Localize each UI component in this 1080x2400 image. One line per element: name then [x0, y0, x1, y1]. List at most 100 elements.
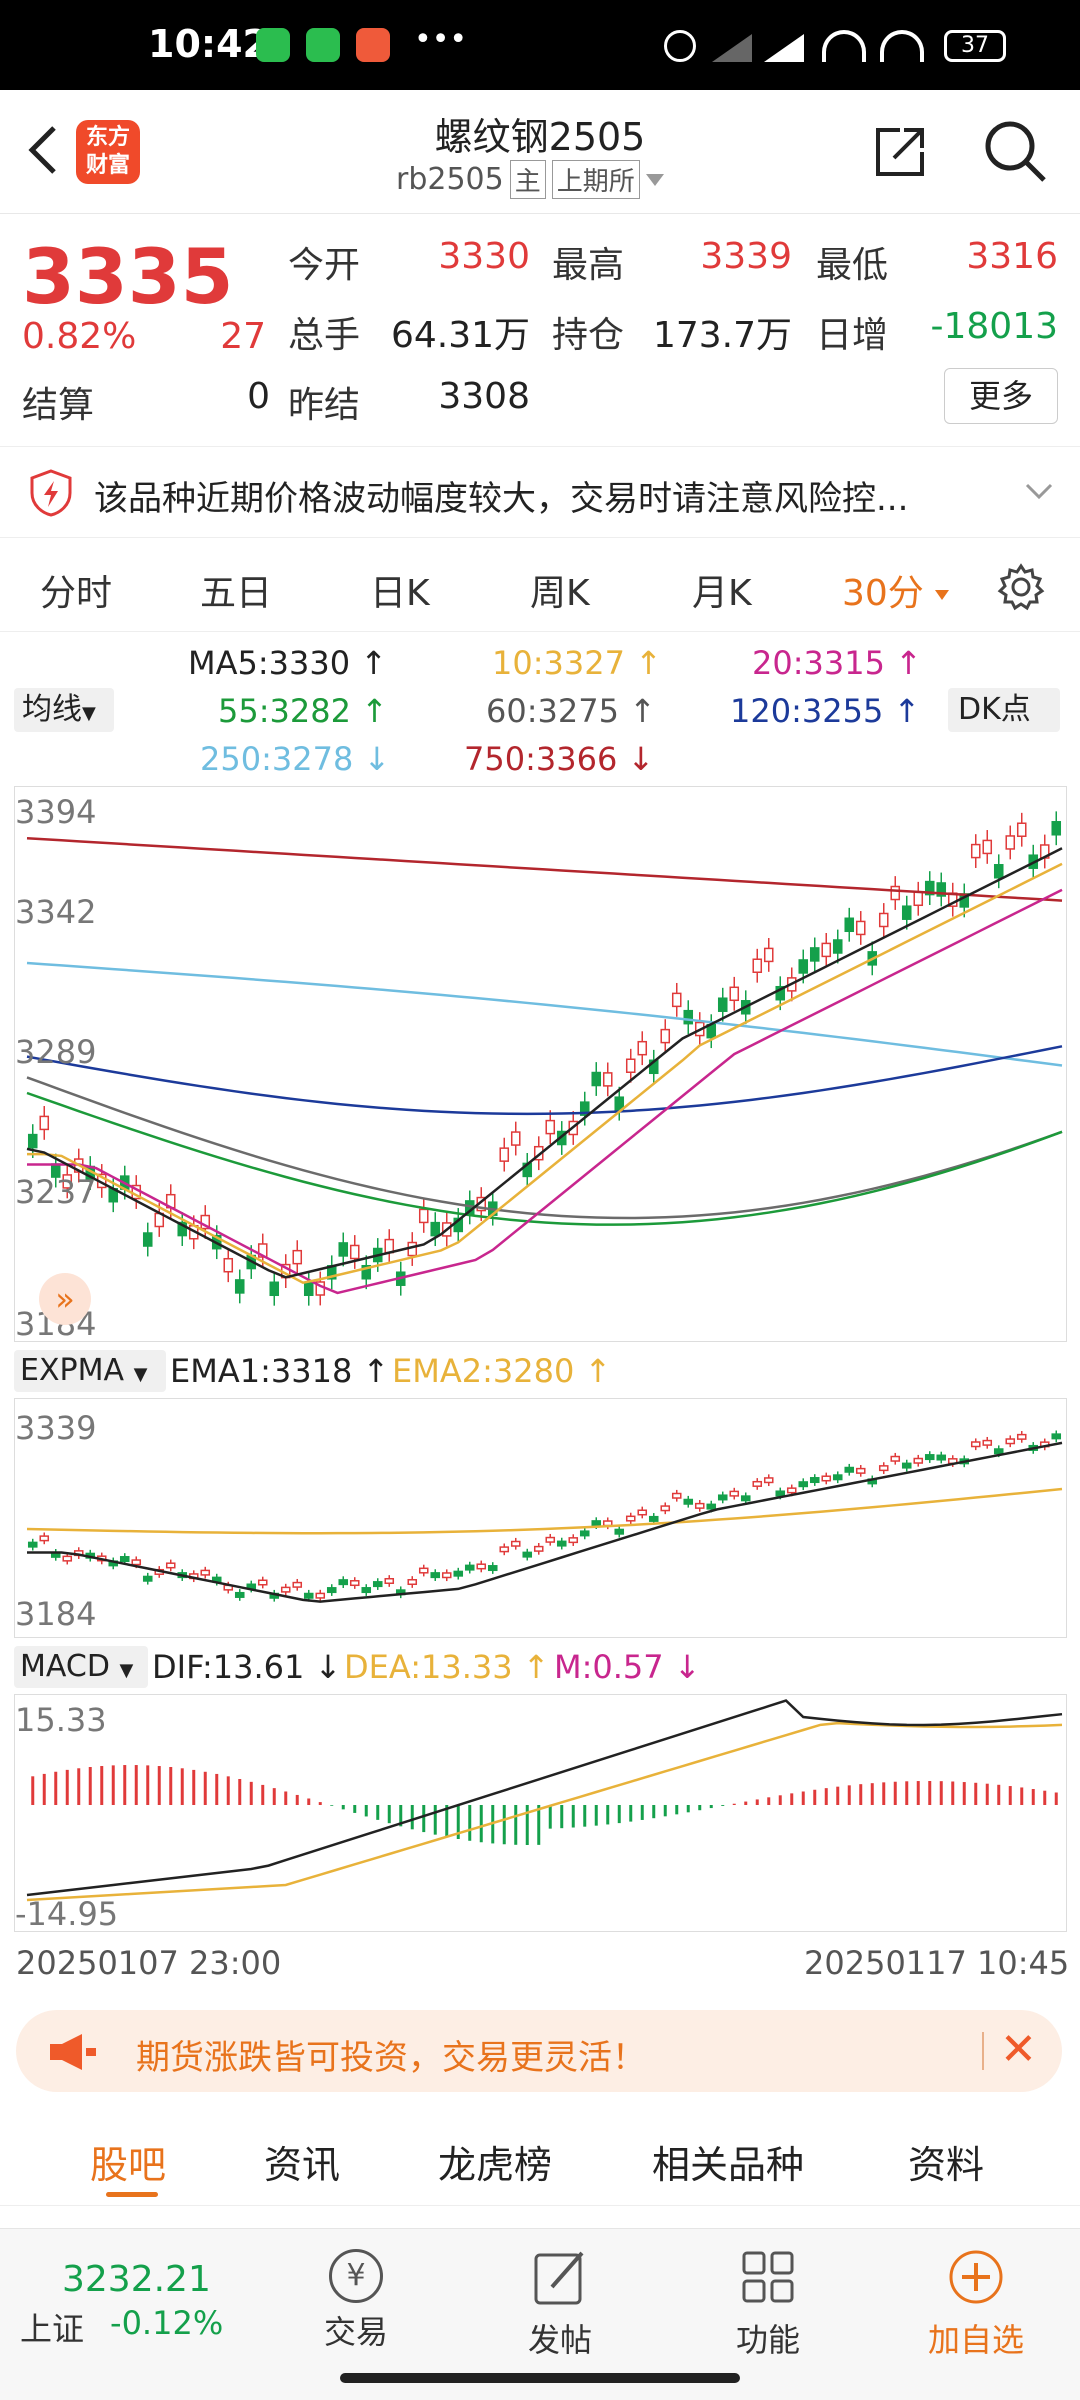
tab-intraday[interactable]: 分时: [40, 573, 113, 614]
y-axis-label: 3342: [15, 893, 97, 931]
macd-chart[interactable]: 15.33 -14.95: [14, 1694, 1067, 1933]
tab-dragon-tiger[interactable]: 龙虎榜: [438, 2143, 553, 2187]
kline-chart[interactable]: 3394 3342 3289 3237 3184 »: [14, 786, 1067, 1343]
main-candle: [683, 1009, 694, 1025]
ma55-line: [26, 1091, 1063, 1226]
expma-candle: [982, 1439, 993, 1446]
expma-candle: [303, 1592, 314, 1599]
expma-candle: [775, 1490, 786, 1497]
nav-post-label: 发帖: [527, 2321, 592, 2359]
daily-increase-value: -18013: [930, 306, 1058, 347]
expma-candle: [27, 1541, 38, 1548]
time-axis-end: 20250117 10:45: [804, 1944, 1070, 1982]
nav-post[interactable]: 发帖: [500, 2241, 620, 2361]
tab-weekly-k[interactable]: 周K: [530, 573, 590, 614]
main-candle: [556, 1130, 567, 1146]
main-candle: [27, 1133, 38, 1149]
low-label: 最低: [816, 245, 889, 286]
alarm-icon: [664, 30, 696, 62]
ema2-label: EMA2:3280 ↑: [392, 1352, 612, 1390]
gear-icon[interactable]: [996, 562, 1046, 612]
chevron-down-icon: [1025, 483, 1053, 500]
logo-text: 财富: [85, 153, 130, 178]
edit-icon: [534, 2251, 584, 2305]
main-candle: [936, 882, 947, 897]
expma-candle: [39, 1535, 50, 1542]
expma-candle: [349, 1580, 360, 1587]
expma-candle: [913, 1457, 924, 1464]
expma-candle: [970, 1441, 981, 1448]
search-button[interactable]: [982, 118, 1048, 184]
expma-candle: [464, 1564, 475, 1571]
expma-candle: [671, 1492, 682, 1499]
dk-point-button[interactable]: DK点: [948, 688, 1060, 732]
expma-candle: [326, 1587, 337, 1594]
main-candle: [499, 1147, 510, 1162]
tab-related[interactable]: 相关品种: [652, 2143, 805, 2187]
add-circle-icon: [949, 2250, 1003, 2304]
expma-selector[interactable]: EXPMA ▼: [14, 1350, 166, 1392]
main-candle: [418, 1208, 429, 1224]
share-icon: [876, 128, 924, 176]
tab-30min[interactable]: 30分: [842, 564, 950, 616]
share-button[interactable]: [870, 122, 930, 182]
expma-candle: [430, 1572, 441, 1579]
nav-trade[interactable]: ¥ 交易: [296, 2241, 416, 2353]
ma750-line: [26, 836, 1063, 902]
dk-point-label: DK点: [958, 692, 1031, 727]
grid-icon: [742, 2251, 794, 2303]
nav-functions[interactable]: 功能: [708, 2241, 828, 2361]
risk-notice[interactable]: 该品种近期价格波动幅度较大，交易时请注意风险控...: [0, 446, 1080, 538]
expma-candle: [338, 1579, 349, 1586]
app-logo[interactable]: 东方 财富: [76, 120, 140, 184]
tab-news[interactable]: 资讯: [264, 2143, 341, 2187]
macd-selector[interactable]: MACD ▼: [14, 1646, 148, 1688]
expma-chart[interactable]: 3339 3184: [14, 1398, 1067, 1638]
open-label: 今开: [288, 245, 361, 286]
main-candle: [763, 947, 774, 963]
main-candle: [671, 992, 682, 1008]
index-ticker[interactable]: 3232.21 上证 -0.12%: [20, 2259, 270, 2350]
ma55-label: 55:3282 ↑: [218, 692, 388, 730]
expma-candle: [522, 1551, 533, 1558]
main-candle: [579, 1101, 590, 1116]
tab-daily-k[interactable]: 日K: [370, 573, 430, 614]
main-candle: [510, 1131, 521, 1146]
expma-svg: [26, 1430, 1063, 1603]
expma-candle: [729, 1490, 740, 1497]
main-candle: [1016, 822, 1027, 837]
back-button[interactable]: [18, 120, 68, 180]
main-candle: [177, 1221, 188, 1237]
more-button[interactable]: 更多: [944, 368, 1058, 424]
expma-candle: [545, 1536, 556, 1543]
expma-candle: [579, 1530, 590, 1537]
volume-label: 总手: [288, 315, 361, 356]
main-candle: [349, 1244, 360, 1260]
main-candle: [361, 1264, 372, 1280]
search-icon: [985, 121, 1046, 182]
m-label: M:0.57 ↓: [554, 1648, 701, 1686]
ma-selector[interactable]: 均线▼: [14, 688, 114, 732]
page-title: 螺纹钢2505: [434, 115, 646, 159]
expma-candle: [924, 1454, 935, 1461]
header: 东方 财富 螺纹钢2505 rb2505 主 上期所: [0, 90, 1080, 214]
tab-forum[interactable]: 股吧: [90, 2143, 167, 2187]
tab-profile[interactable]: 资料: [908, 2143, 985, 2187]
expma-candle: [315, 1592, 326, 1599]
promo-banner[interactable]: 期货涨跌皆可投资，交易更灵活！ ✕: [16, 2010, 1062, 2092]
close-icon[interactable]: ✕: [1000, 2024, 1037, 2075]
nav-add-label: 加自选: [927, 2321, 1024, 2359]
wechat-icon: [306, 28, 340, 62]
ma250-line: [26, 961, 1063, 1067]
promo-banner-text: 期货涨跌皆可投资，交易更灵活！: [136, 2038, 646, 2078]
contract-subtitle[interactable]: rb2505 主 上期所: [396, 160, 664, 199]
tab-monthly-k[interactable]: 月K: [692, 573, 752, 614]
nav-add-watchlist[interactable]: 加自选: [916, 2241, 1036, 2361]
expma-candle: [890, 1455, 901, 1462]
expma-candle: [510, 1540, 521, 1547]
expma-candle: [292, 1581, 303, 1588]
tab-five-day[interactable]: 五日: [200, 573, 273, 614]
expma-candle: [844, 1466, 855, 1473]
expand-arrows-icon[interactable]: »: [39, 1273, 91, 1325]
main-candle: [1051, 821, 1062, 836]
